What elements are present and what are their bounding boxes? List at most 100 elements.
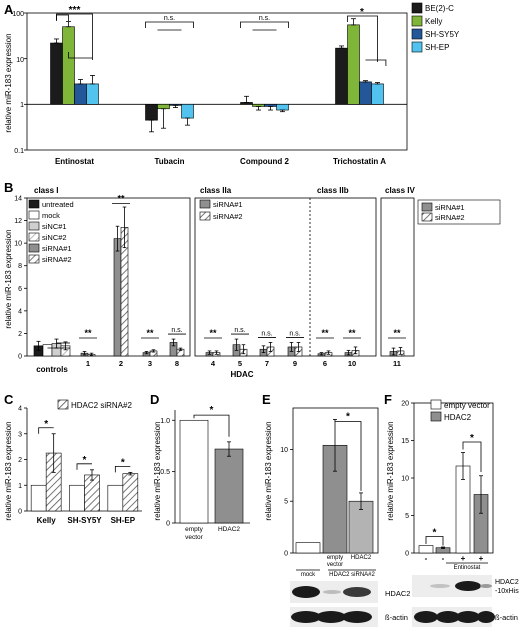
panel-b-legend-iia: siRNA#1 siRNA#2: [199, 199, 243, 221]
panel-c-sig-2: *: [121, 457, 125, 468]
panel-f-sig-0: *: [433, 528, 437, 539]
legend-swatch-shsy5y: [411, 28, 423, 40]
panel-b-class-i: class I: [34, 186, 58, 195]
panel-a-chart: relative miR-183 expression 100 10 1 0.1…: [4, 2, 460, 166]
panel-c-ylabel: relative miR-183 expression: [4, 421, 13, 520]
panel-b-sig-9: n.s.: [289, 330, 300, 337]
blot-e-label-actin: ß-actin: [385, 613, 408, 622]
panel-b-sig-2: **: [117, 194, 125, 204]
legend-swatch-kelly: [411, 15, 423, 27]
panel-a-sig-1: n.s.: [164, 15, 175, 22]
panel-b-sig-10: **: [348, 328, 356, 338]
panel-e-sig: *: [346, 411, 350, 422]
panel-a-ylabel: relative miR-183 expression: [4, 33, 13, 132]
legend-label-f-hdac2: HDAC2: [444, 413, 472, 422]
panel-a-ytick-100: 100: [12, 11, 24, 18]
panel-c-xtick-0: Kelly: [37, 516, 57, 525]
panel-b-class-iia: class IIa: [200, 186, 232, 195]
legend-label-untreated: untreated: [42, 200, 74, 209]
panel-f-xtick-1: -: [442, 554, 445, 563]
panel-b-ytick-12: 12: [14, 218, 22, 225]
panel-b-legend-right: siRNA#1 siRNA#2: [417, 199, 501, 225]
panel-c-ytick-3: 3: [18, 431, 22, 438]
panel-b-sig-7: n.s.: [261, 330, 272, 337]
panel-b-xtick-3: 3: [148, 359, 152, 368]
panel-a-ytick-1: 1: [20, 102, 24, 109]
panel-b-hdac-bar: [113, 238, 122, 357]
legend-swatch-f-empty: [430, 399, 442, 410]
panel-f-sig-1: *: [470, 433, 474, 444]
blot-f-hdac2-his: [412, 575, 492, 597]
panel-f-treatment-label: Entinostat: [454, 565, 481, 571]
panel-c-xtick-2: SH-EP: [111, 516, 136, 525]
panel-c-xtick-1: SH-SY5Y: [67, 516, 102, 525]
panel-b-sig-5: n.s.: [234, 327, 245, 334]
panel-letter-d: D: [150, 392, 159, 407]
legend-swatch-iia-sirna2: [199, 211, 211, 221]
panel-c-ytick-1: 1: [18, 483, 22, 490]
panel-a-bar: [50, 42, 63, 105]
panel-c-chart: relative miR-183 expression 0 1 2 3 4 Kelly * S…: [4, 399, 142, 525]
legend-swatch-c-hdac2-sirna2: [57, 399, 69, 410]
panel-f-ylabel: relative miR-183 expression: [386, 421, 395, 520]
panel-b-ytick-14: 14: [14, 196, 22, 203]
panel-c-sig-0: *: [44, 419, 48, 430]
legend-label-iia-sirna1: siRNA#1: [213, 200, 243, 209]
blot-f-label-hdac2-his: HDAC2 -10xHis: [495, 579, 519, 595]
legend-label-shep: SH-EP: [425, 43, 449, 52]
legend-swatch-be2c: [411, 2, 423, 14]
panel-e-xtick-2: HDAC2: [351, 555, 372, 561]
panel-letter-f: F: [384, 392, 392, 407]
panel-c-bar-control: [30, 484, 47, 512]
panel-d-xtick-1: HDAC2: [218, 526, 240, 533]
panel-d-ytick-0.5: 0.5: [160, 469, 170, 476]
panel-e-western-blot: HDAC2 ß-actin: [290, 581, 410, 627]
panel-letter-a: A: [4, 2, 14, 17]
panel-e-ytick-5: 5: [284, 499, 288, 506]
panel-c-ytick-4: 4: [18, 406, 22, 413]
legend-swatch-right-sirna2: [421, 212, 433, 222]
panel-b-control-bar: [42, 344, 53, 357]
panel-b-xtick-1: 1: [86, 359, 90, 368]
panel-b-xtick-11: 11: [393, 359, 401, 368]
panel-a-bar: [359, 81, 372, 105]
panel-a-bar: [157, 104, 170, 110]
panel-b-controls-label: controls: [36, 365, 68, 374]
panel-b-xtick-10: 10: [348, 359, 356, 368]
panel-b-sig-11: **: [393, 328, 401, 338]
panel-b-xtick-8: 8: [175, 359, 179, 368]
panel-d-ylabel: relative miR-183 expression: [153, 421, 162, 520]
panel-e-ytick-10: 10: [280, 447, 288, 454]
panel-d-bar: [179, 419, 209, 524]
panel-b-xtick-4: 4: [211, 359, 216, 368]
legend-swatch-sirna1: [28, 243, 40, 253]
panel-letter-e: E: [262, 392, 271, 407]
legend-swatch-sinc2: [28, 232, 40, 242]
panel-f-xtick-0: -: [425, 554, 428, 563]
panel-a-ytick-10: 10: [16, 57, 24, 64]
panel-b-sig-1: **: [84, 328, 92, 338]
panel-b-sig-6: **: [321, 328, 329, 338]
panel-e-group-sirna: HDAC2 siRNA#2: [329, 572, 375, 578]
panel-b-ytick-0: 0: [18, 354, 22, 361]
panel-f-ytick-5: 5: [405, 513, 409, 520]
panel-b-xtick-2: 2: [119, 359, 123, 368]
legend-label-right-sirna1: siRNA#1: [435, 203, 465, 212]
panel-d-xtick-0: vector: [185, 534, 204, 541]
blot-e-label-hdac2: HDAC2: [385, 589, 410, 598]
panel-b-xtick-9: 9: [293, 359, 297, 368]
panel-a-xtick-2: Compound 2: [240, 157, 289, 166]
panel-b-ytick-8: 8: [18, 263, 22, 270]
panel-a-sig-2: n.s.: [259, 15, 270, 22]
panel-a-bar: [371, 83, 384, 105]
panel-a-bar: [62, 26, 75, 105]
panel-d-bar: [214, 448, 244, 524]
panel-f-ytick-0: 0: [405, 551, 409, 558]
legend-label-shsy5y: SH-SY5Y: [425, 30, 460, 39]
panel-d-sig: *: [210, 405, 214, 416]
panel-a-bar: [74, 83, 87, 105]
panel-b-sig-8: n.s.: [171, 327, 182, 334]
panel-d-chart: relative miR-183 expression 0 0.5 1.0 empty…: [153, 405, 250, 541]
panel-a-bar: [335, 47, 348, 105]
